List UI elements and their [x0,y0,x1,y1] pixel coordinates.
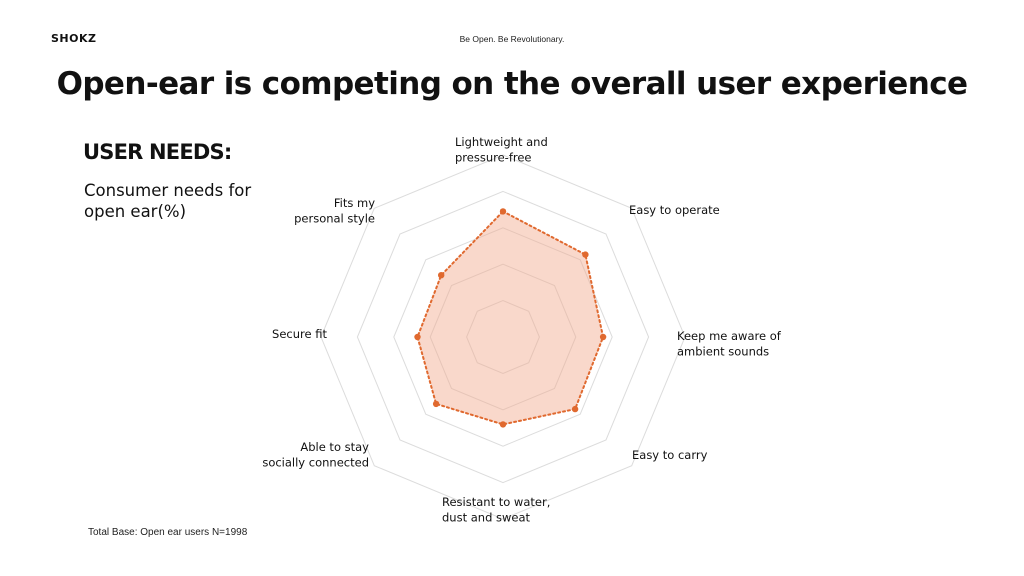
data-point-5 [499,421,507,428]
radar-series [414,208,607,428]
axis-label-7: Secure fit [272,327,327,341]
axis-label-line: personal style [294,212,375,226]
axis-label-5: Resistant to water, dust and sweat [442,495,550,525]
axis-label-2: Easy to operate [629,203,720,217]
tagline: Be Open. Be Revolutionary. [459,34,565,44]
radar-grid [320,154,686,520]
grid-ring-1 [466,300,540,374]
axis-label-line: ambient sounds [677,345,769,359]
axis-label-6: Able to stay socially connected [262,440,369,470]
brand-logo: SHOKZ [51,32,97,45]
data-point-4 [571,405,579,413]
data-point-1 [499,208,507,215]
axis-label-line: Lightweight and [455,135,548,149]
grid-ring-5 [320,154,686,520]
axis-label-line: socially connected [262,456,369,470]
data-point-2 [582,251,589,258]
axis-label-3: Keep me aware of ambient sounds [677,329,782,359]
axis-label-line: dust and sweat [442,511,531,525]
axis-label-line: Resistant to water, [442,495,550,509]
footnote: Total Base: Open ear users N=1998 [88,527,248,538]
data-point-3 [599,333,607,341]
series-area [417,211,604,425]
grid-ring-3 [393,227,613,447]
axis-label-8: Fits my personal style [294,196,375,226]
axis-label-line: Easy to operate [629,203,720,217]
axis-label-line: Secure fit [272,327,327,341]
axis-label-4: Easy to carry [632,448,708,462]
data-point-6 [432,400,440,408]
axis-label-1: Lightweight and pressure-free [455,135,548,165]
grid-ring-2 [429,263,577,411]
series-line [416,210,605,426]
data-point-8 [438,272,445,279]
page-title: Open-ear is competing on the overall use… [56,66,968,102]
section-heading: USER NEEDS: [83,140,232,164]
axis-label-line: pressure-free [455,151,532,165]
axis-label-line: Easy to carry [632,448,708,462]
axis-label-line: Able to stay [300,440,369,454]
grid-ring-4 [356,190,650,484]
data-point-7 [414,333,421,341]
radar-axis-labels: Lightweight and pressure-free Easy to oper… [262,135,781,525]
chart-subtitle: Consumer needs for open ear(%) [84,181,252,221]
axis-label-line: Keep me aware of [677,329,782,343]
axis-label-line: Fits my [334,196,375,210]
